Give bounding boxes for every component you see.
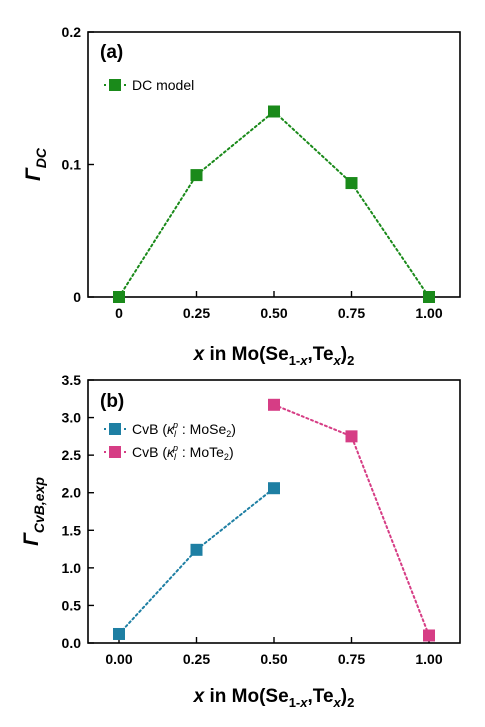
series-line [118,487,275,635]
data-point [113,627,125,640]
x-tick-label: 0.25 [183,651,210,667]
x-tick-label: 1.00 [415,305,442,321]
legend-label: CvB (κlp : MoTe2) [132,443,234,462]
x-tick-label: 0.25 [183,305,210,321]
y-tick-label: 2.0 [62,485,82,501]
y-tick-label: 0.2 [62,24,82,40]
legend-label: DC model [132,77,194,93]
x-tick-label: 0.50 [260,305,287,321]
y-axis-label: ΓCvB,exp [20,477,47,546]
legend-marker [109,446,121,458]
panel-label: (a) [100,42,123,63]
data-point [345,177,358,190]
data-point [268,482,280,495]
x-tick-label: 1.00 [415,651,442,667]
data-point [268,398,280,411]
data-point [345,430,358,443]
panel-label: (b) [100,391,124,412]
y-tick-label: 3.5 [62,372,82,388]
y-tick-label: 0 [73,289,81,305]
data-point [423,291,435,303]
x-tick-label: 0 [115,305,123,321]
data-point [268,105,280,118]
y-tick-label: 3.0 [62,410,82,426]
series-line [118,110,430,298]
series-line [273,403,430,637]
data-point [190,543,203,556]
y-tick-label: 1.0 [62,560,82,576]
x-axis-label: x in Mo(Se1-x,Tex)2 [193,344,355,368]
y-tick-label: 0.0 [62,635,82,651]
x-tick-label: 0.00 [105,651,132,667]
legend-marker [109,423,121,435]
chart-panel-b: 0.00 0.25 0.50 0.75 1.00 0.0 0.5 1.0 1.5 2.0 2.5 3.… [20,372,461,710]
legend-label: CvB (κlp : MoSe2) [132,420,236,439]
y-tick-label: 2.5 [62,447,82,463]
y-tick-label: 0.5 [62,597,82,613]
x-tick-label: 0.75 [338,305,365,321]
y-tick-label: 1.5 [62,522,82,538]
legend-marker [109,79,121,91]
y-axis-label: ΓDC [22,147,49,181]
x-axis-label: x in Mo(Se1-x,Tex)2 [193,686,355,710]
y-tick-label: 0.1 [62,157,82,173]
x-tick-label: 0.50 [260,651,287,667]
data-point [190,169,203,182]
plot-frame [87,379,461,644]
data-point [113,291,125,303]
x-tick-label: 0.75 [338,651,365,667]
chart-panel-a: 0 0.25 0.50 0.75 1.00 0 0.1 0.2 (a) DC model x in … [22,24,461,368]
data-point [423,629,435,642]
